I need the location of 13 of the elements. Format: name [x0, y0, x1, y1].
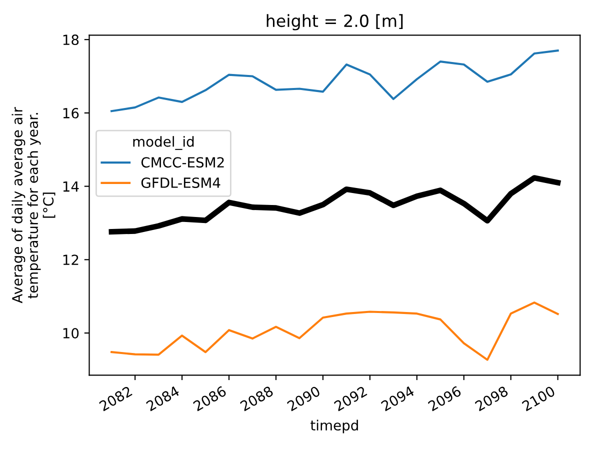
line-series [110, 302, 559, 361]
legend-title: model_id [133, 136, 194, 150]
y-tick-label: 10 [63, 328, 79, 338]
y-tick-label: 18 [63, 34, 79, 46]
line-series [110, 50, 559, 112]
chart-title: height = 2.0 [m] [266, 14, 403, 30]
y-tick-label: 14 [63, 181, 79, 192]
y-tick-label: 16 [63, 108, 79, 118]
y-axis-title: Average of daily average air temperature for each year. [°C] [12, 107, 56, 304]
y-tick-label: 12 [63, 254, 78, 265]
x-axis-title: timepd [310, 420, 358, 434]
legend-label: CMCC-ESM2 [141, 157, 224, 168]
legend-label: GFDL-ESM4 [141, 177, 220, 188]
